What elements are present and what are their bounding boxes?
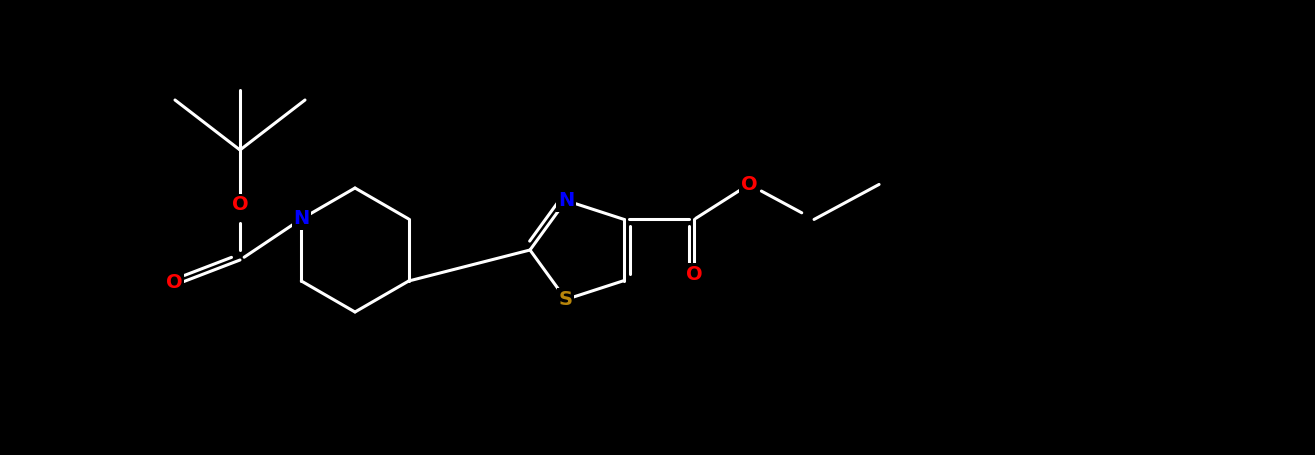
Text: N: N (293, 209, 309, 228)
Text: O: O (231, 196, 249, 214)
Text: O: O (685, 265, 702, 284)
Text: O: O (740, 175, 757, 194)
Text: O: O (166, 273, 183, 293)
Text: N: N (558, 191, 575, 210)
Text: S: S (559, 290, 573, 309)
